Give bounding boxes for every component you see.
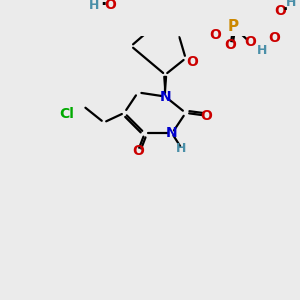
Text: P: P: [228, 20, 239, 34]
Text: H: H: [176, 142, 187, 155]
Text: O: O: [244, 35, 256, 49]
Text: H: H: [286, 0, 296, 9]
Text: O: O: [268, 31, 280, 45]
Text: ·: ·: [283, 3, 288, 17]
Text: O: O: [105, 0, 117, 12]
Text: ·: ·: [100, 0, 106, 14]
Text: O: O: [274, 4, 286, 18]
Text: N: N: [166, 126, 178, 140]
Text: O: O: [200, 109, 212, 123]
Text: O: O: [132, 144, 144, 158]
Polygon shape: [164, 76, 166, 93]
Text: H: H: [89, 0, 99, 12]
Text: H: H: [257, 44, 267, 57]
Text: N: N: [159, 89, 171, 103]
Polygon shape: [123, 9, 152, 28]
Text: O: O: [187, 56, 198, 69]
Text: O: O: [225, 38, 237, 52]
Text: Cl: Cl: [59, 107, 74, 121]
Text: O: O: [210, 28, 222, 42]
